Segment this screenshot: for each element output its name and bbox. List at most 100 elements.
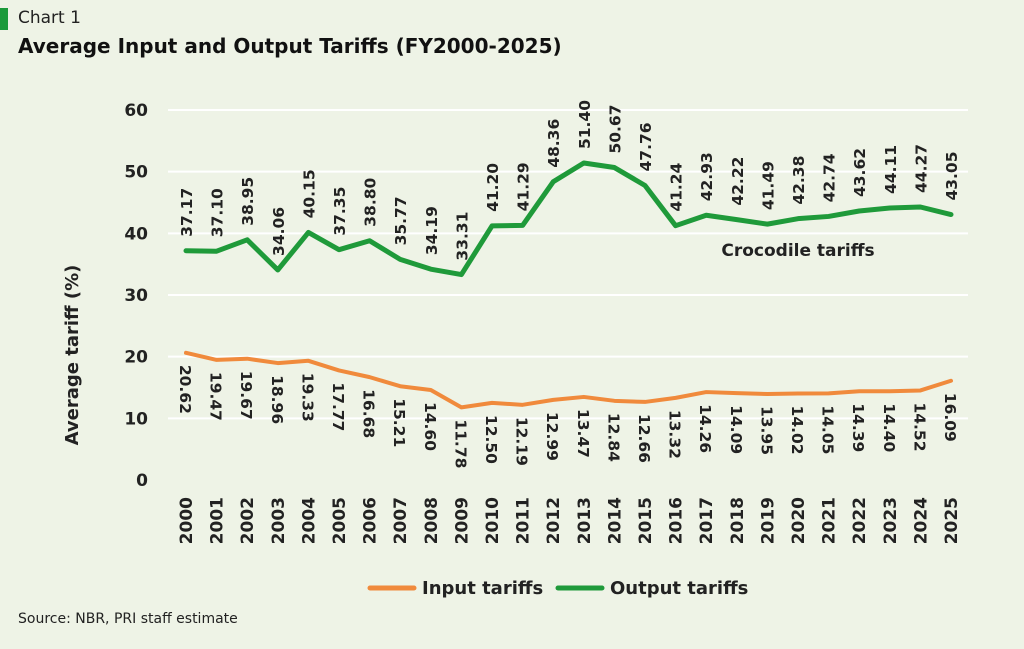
data-label-output: 37.17 bbox=[178, 188, 196, 237]
data-label-input: 14.02 bbox=[788, 406, 806, 455]
x-tick-label: 2010 bbox=[483, 497, 503, 544]
data-label-output: 35.77 bbox=[392, 196, 410, 245]
x-tick-label: 2022 bbox=[850, 497, 870, 544]
data-label-output: 38.95 bbox=[239, 177, 257, 226]
x-tick-label: 2004 bbox=[299, 497, 319, 544]
x-tick-label: 2006 bbox=[361, 497, 381, 544]
x-tick-label: 2012 bbox=[544, 497, 564, 544]
x-tick-label: 2000 bbox=[177, 497, 197, 544]
data-label-input: 19.33 bbox=[298, 373, 316, 422]
data-label-output: 42.22 bbox=[729, 157, 747, 206]
x-tick-label: 2021 bbox=[820, 497, 840, 544]
data-label-output: 34.06 bbox=[270, 207, 288, 256]
data-label-input: 14.05 bbox=[819, 405, 837, 454]
data-label-output: 47.76 bbox=[637, 122, 655, 171]
data-label-input: 11.78 bbox=[451, 419, 469, 468]
data-label-input: 16.68 bbox=[360, 389, 378, 438]
y-tick-label: 50 bbox=[124, 163, 148, 183]
data-label-input: 12.50 bbox=[482, 415, 500, 464]
data-label-input: 15.21 bbox=[390, 398, 408, 447]
y-axis-ticks: 0 10 20 30 40 50 60 bbox=[124, 101, 148, 491]
legend: Input tariffs Output tariffs bbox=[367, 578, 748, 599]
x-tick-label: 2025 bbox=[942, 497, 962, 544]
series-lines bbox=[183, 160, 954, 410]
data-label-output: 44.11 bbox=[882, 145, 900, 194]
data-label-output: 50.67 bbox=[606, 105, 624, 154]
x-tick-label: 2005 bbox=[330, 497, 350, 544]
data-label-output: 48.36 bbox=[545, 119, 563, 168]
x-tick-label: 2019 bbox=[758, 497, 778, 544]
data-label-output: 37.10 bbox=[209, 188, 227, 237]
x-tick-label: 2008 bbox=[422, 497, 442, 544]
chart-title: Average Input and Output Tariffs (FY2000… bbox=[18, 34, 562, 58]
x-tick-label: 2014 bbox=[605, 497, 625, 544]
x-axis-ticks: 2000 2001 2002 2003 2004 2005 2006 2007 2008 2009… bbox=[177, 497, 962, 544]
data-label-input: 12.19 bbox=[513, 417, 531, 466]
data-label-input: 12.66 bbox=[635, 414, 653, 463]
series-line-input bbox=[184, 350, 953, 410]
x-tick-label: 2023 bbox=[881, 497, 901, 544]
data-label-input: 20.62 bbox=[176, 365, 194, 414]
data-label-output: 40.15 bbox=[300, 169, 318, 218]
data-labels: 20.62 19.47 19.67 18.96 19.33 17.77 16.68 15.21… bbox=[176, 100, 961, 469]
annotation-crocodile-tariffs: Crocodile tariffs bbox=[721, 241, 874, 261]
data-label-output: 51.40 bbox=[576, 100, 594, 149]
y-tick-label: 30 bbox=[124, 286, 148, 306]
data-label-output: 34.19 bbox=[423, 206, 441, 255]
x-tick-label: 2017 bbox=[697, 497, 717, 544]
data-label-input: 13.32 bbox=[666, 410, 684, 459]
header-accent-bar bbox=[0, 8, 8, 30]
data-label-output: 33.31 bbox=[453, 212, 471, 261]
data-label-output: 43.62 bbox=[851, 148, 869, 197]
data-label-output: 41.49 bbox=[759, 161, 777, 210]
data-label-output: 42.38 bbox=[790, 156, 808, 205]
chart-number: Chart 1 bbox=[18, 8, 81, 28]
data-label-input: 12.84 bbox=[604, 413, 622, 462]
x-tick-label: 2011 bbox=[514, 497, 534, 544]
data-label-output: 44.27 bbox=[912, 144, 930, 193]
data-label-output: 42.74 bbox=[821, 153, 839, 202]
data-label-input: 13.95 bbox=[757, 406, 775, 455]
data-label-output: 37.35 bbox=[331, 187, 349, 236]
data-label-output: 41.20 bbox=[484, 163, 502, 212]
x-tick-label: 2009 bbox=[452, 497, 472, 544]
series-line-output bbox=[183, 160, 954, 278]
y-tick-label: 40 bbox=[124, 224, 148, 244]
data-label-input: 13.47 bbox=[574, 409, 592, 458]
data-label-output: 41.24 bbox=[668, 162, 686, 211]
annotations: Crocodile tariffs bbox=[721, 241, 874, 261]
y-tick-label: 10 bbox=[124, 409, 148, 429]
x-tick-label: 2018 bbox=[728, 497, 748, 544]
data-label-input: 19.67 bbox=[237, 371, 255, 420]
data-label-output: 42.93 bbox=[698, 152, 716, 201]
legend-label-input: Input tariffs bbox=[422, 578, 543, 599]
x-tick-label: 2002 bbox=[238, 497, 258, 544]
y-tick-label: 0 bbox=[136, 471, 148, 491]
data-label-input: 18.96 bbox=[268, 375, 286, 424]
x-tick-label: 2001 bbox=[208, 497, 228, 544]
x-tick-label: 2020 bbox=[789, 497, 809, 544]
data-label-input: 14.39 bbox=[849, 403, 867, 452]
legend-label-output: Output tariffs bbox=[610, 578, 748, 599]
data-label-input: 14.40 bbox=[880, 403, 898, 452]
x-tick-label: 2013 bbox=[575, 497, 595, 544]
source-note: Source: NBR, PRI staff estimate bbox=[18, 611, 238, 627]
data-label-input: 19.47 bbox=[207, 372, 225, 421]
data-label-input: 14.52 bbox=[910, 402, 928, 451]
data-label-input: 16.09 bbox=[941, 393, 959, 442]
y-tick-label: 60 bbox=[124, 101, 148, 121]
data-label-input: 17.77 bbox=[329, 382, 347, 431]
gridlines bbox=[168, 109, 968, 420]
data-label-input: 14.09 bbox=[727, 405, 745, 454]
y-tick-label: 20 bbox=[124, 348, 148, 368]
x-tick-label: 2024 bbox=[911, 497, 931, 544]
x-tick-label: 2007 bbox=[391, 497, 411, 544]
y-axis-label: Average tariff (%) bbox=[62, 265, 83, 446]
x-tick-label: 2015 bbox=[636, 497, 656, 544]
x-tick-label: 2003 bbox=[269, 497, 289, 544]
data-label-output: 38.80 bbox=[362, 177, 380, 226]
data-label-output: 43.05 bbox=[943, 151, 961, 200]
data-label-input: 12.99 bbox=[543, 412, 561, 461]
x-tick-label: 2016 bbox=[667, 497, 687, 544]
